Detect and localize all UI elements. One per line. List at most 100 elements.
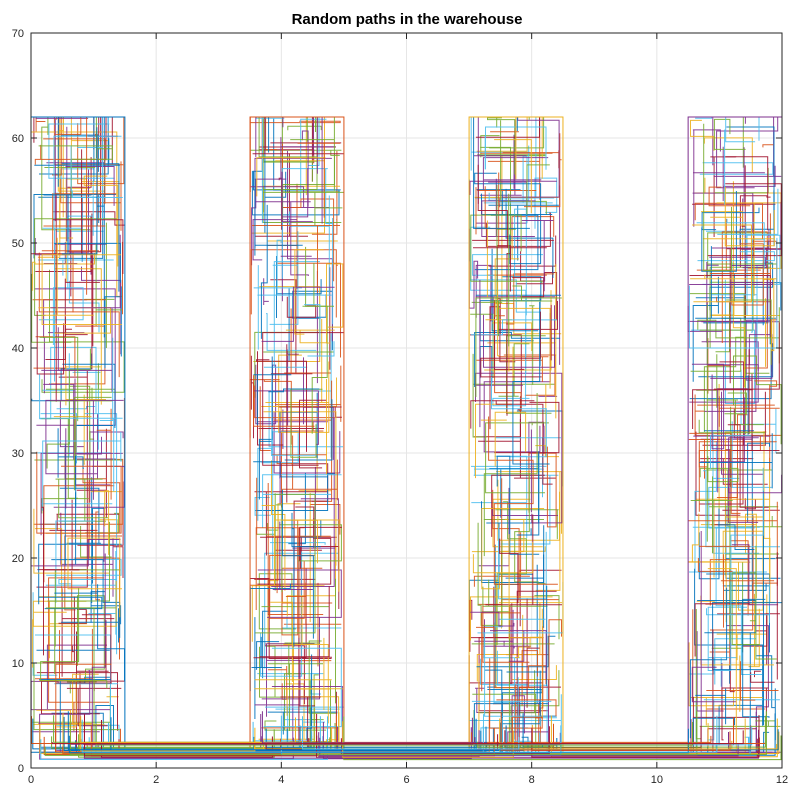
- random-path: [306, 654, 313, 741]
- random-path: [701, 211, 744, 260]
- random-path: [83, 394, 86, 465]
- aisle-paths: [687, 116, 783, 753]
- random-path: [695, 246, 776, 319]
- random-path: [748, 593, 760, 668]
- random-path: [269, 554, 315, 619]
- random-path: [42, 432, 122, 511]
- random-path: [488, 416, 558, 585]
- random-path: [742, 598, 770, 718]
- random-path: [251, 118, 340, 216]
- random-path: [266, 313, 317, 351]
- random-path: [261, 505, 340, 592]
- random-path: [282, 459, 338, 501]
- random-path: [52, 193, 117, 259]
- random-path: [60, 161, 122, 231]
- random-path: [472, 542, 534, 574]
- random-path: [534, 177, 558, 229]
- random-path: [41, 254, 122, 325]
- random-path: [251, 636, 282, 668]
- random-path: [730, 467, 764, 605]
- random-path: [49, 513, 119, 531]
- random-path: [38, 252, 120, 378]
- random-path: [469, 180, 557, 195]
- random-path: [33, 116, 102, 253]
- random-path: [496, 501, 527, 646]
- y-tick-label: 50: [12, 238, 24, 250]
- random-path: [744, 498, 756, 510]
- random-path: [741, 165, 746, 319]
- random-path: [497, 479, 560, 541]
- random-path: [67, 711, 477, 751]
- random-path: [494, 401, 560, 454]
- random-path: [56, 553, 106, 751]
- random-path: [273, 411, 341, 474]
- random-path: [252, 117, 344, 155]
- random-path: [259, 586, 330, 658]
- random-path: [688, 237, 778, 349]
- random-path: [256, 359, 307, 452]
- random-path: [45, 607, 95, 742]
- random-path: [291, 512, 321, 647]
- random-path: [695, 431, 741, 516]
- random-path: [294, 249, 324, 335]
- random-path: [43, 383, 116, 460]
- random-path: [485, 212, 551, 247]
- random-path: [95, 722, 693, 746]
- random-path: [495, 303, 562, 335]
- x-tick-label: 0: [28, 774, 34, 786]
- random-path: [252, 219, 297, 261]
- random-path: [48, 577, 110, 732]
- random-path: [265, 318, 329, 403]
- random-path: [716, 117, 779, 189]
- random-path: [35, 336, 76, 377]
- random-path: [727, 486, 759, 523]
- random-path: [70, 145, 123, 198]
- x-tick-labels: 0 2 4 6 8 10 12: [28, 774, 788, 786]
- random-path: [72, 371, 101, 450]
- random-path: [41, 269, 125, 393]
- random-path: [491, 377, 547, 458]
- random-path: [257, 239, 332, 296]
- random-path: [706, 661, 779, 701]
- random-path: [494, 139, 532, 214]
- grid-lines: [31, 33, 782, 768]
- random-path: [319, 737, 739, 757]
- random-path: [471, 518, 526, 553]
- random-path: [284, 308, 331, 374]
- random-path: [39, 336, 79, 422]
- random-path: [494, 315, 522, 411]
- random-path: [483, 393, 538, 557]
- random-path: [698, 419, 766, 434]
- random-path: [512, 609, 515, 655]
- random-path: [76, 631, 109, 753]
- random-path: [53, 416, 92, 456]
- random-path: [704, 375, 754, 435]
- random-path: [96, 408, 112, 500]
- random-path: [714, 638, 757, 685]
- random-path: [727, 424, 769, 508]
- random-path: [31, 149, 94, 347]
- random-path: [254, 491, 328, 556]
- random-path: [35, 216, 92, 272]
- random-path: [74, 378, 102, 455]
- random-path: [99, 337, 114, 421]
- random-path: [284, 399, 333, 461]
- random-path: [288, 195, 330, 295]
- random-path: [715, 302, 730, 353]
- random-path: [45, 399, 124, 500]
- random-path: [497, 282, 551, 389]
- random-path: [32, 580, 117, 668]
- random-path: [689, 587, 728, 739]
- random-path: [285, 329, 335, 344]
- random-path: [732, 373, 780, 451]
- random-path: [276, 256, 322, 318]
- random-path: [505, 188, 554, 278]
- random-path: [531, 715, 760, 758]
- random-path: [38, 287, 84, 345]
- random-path: [481, 508, 545, 590]
- random-path: [506, 253, 510, 416]
- random-path: [692, 129, 721, 227]
- random-path: [489, 285, 553, 337]
- random-path: [724, 186, 775, 247]
- random-path: [505, 554, 545, 628]
